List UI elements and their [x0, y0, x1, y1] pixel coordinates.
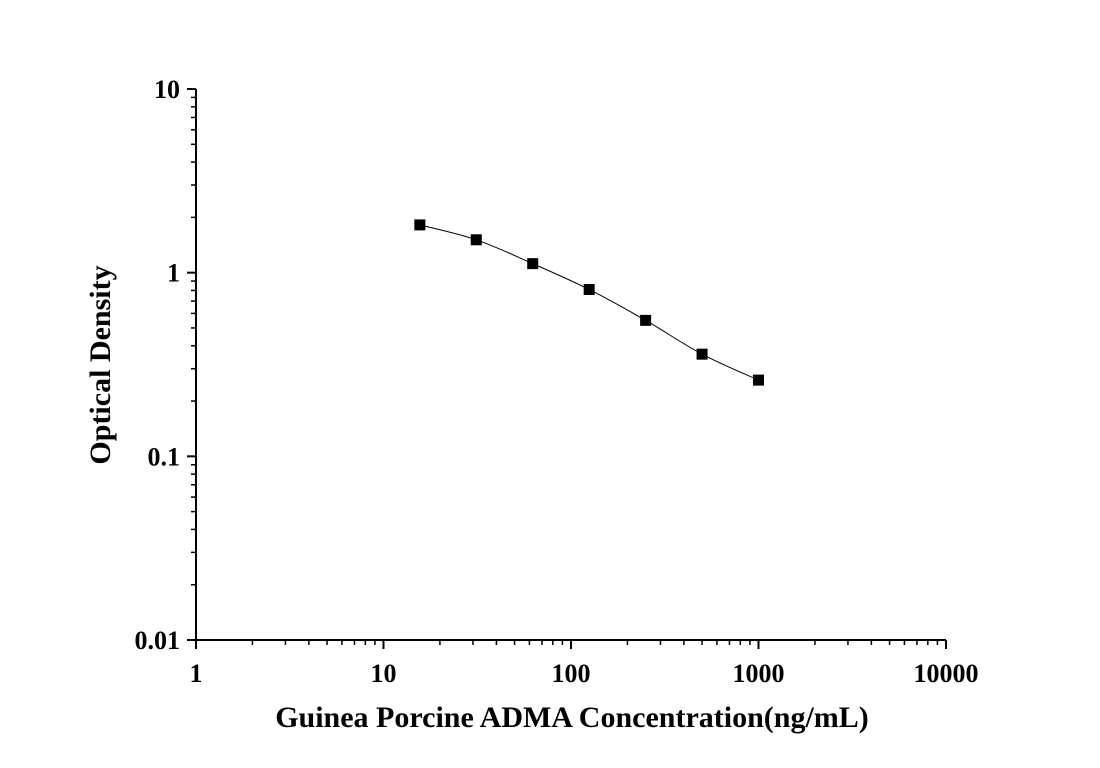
data-point — [753, 374, 764, 386]
x-tick-label: 1 — [190, 659, 203, 688]
x-tick-label: 1000 — [733, 659, 785, 688]
ticks — [187, 88, 947, 649]
y-axis-title: Optical Density — [84, 265, 117, 464]
y-tick-label: 1 — [167, 259, 180, 288]
fit-curve — [419, 224, 759, 381]
x-tick-label: 10000 — [914, 659, 979, 688]
data-point — [414, 219, 426, 231]
x-axis-title: Guinea Porcine ADMA Concentration(ng/mL) — [275, 701, 869, 734]
data-point — [470, 234, 482, 246]
x-tick-label: 100 — [552, 659, 591, 688]
y-tick-label: 0.1 — [148, 442, 181, 471]
x-tick-label: 10 — [371, 659, 397, 688]
y-tick-label: 0.01 — [135, 626, 181, 655]
data-point — [640, 314, 652, 326]
axes — [195, 89, 946, 641]
data-point — [696, 348, 708, 360]
y-tick-label: 10 — [154, 75, 180, 104]
data-point — [583, 283, 595, 295]
data-point — [527, 258, 539, 270]
tick-labels: 1 10 100 1000 10000 0.01 0.1 1 10 — [135, 75, 979, 688]
data-points — [414, 219, 764, 386]
